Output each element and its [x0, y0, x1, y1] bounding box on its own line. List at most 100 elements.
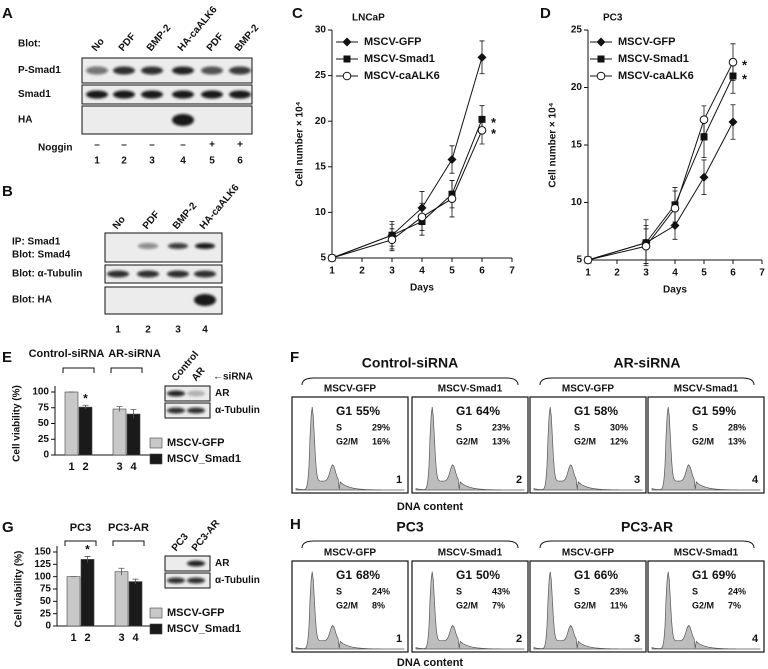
- s-label: S: [574, 586, 580, 596]
- bar: [112, 408, 127, 456]
- blot-band: [229, 66, 251, 75]
- panel-label: C: [292, 5, 303, 22]
- sample-label: MSCV-GFP: [324, 548, 377, 559]
- legend-label: MSCV-GFP: [618, 36, 675, 48]
- y-tick-label: 25: [315, 70, 327, 81]
- row-label: Blot: HA: [12, 295, 52, 306]
- blot-band: [167, 270, 189, 278]
- lane-number: 1: [94, 156, 100, 167]
- x-axis-label: Days: [410, 283, 434, 294]
- x-tick-label: 2: [84, 632, 90, 644]
- bar: [66, 576, 81, 627]
- x-axis-label: Days: [663, 285, 687, 296]
- legend-swatch: [149, 623, 163, 635]
- data-point: [387, 235, 397, 245]
- sample-label: MSCV-GFP: [324, 384, 377, 395]
- plot-number: 4: [752, 474, 759, 486]
- x-axis-label: DNA content: [397, 657, 464, 669]
- s-value: 43%: [492, 586, 510, 596]
- row-label: AR: [215, 558, 230, 569]
- s-label: S: [336, 422, 342, 432]
- x-tick-label: 1: [585, 268, 591, 279]
- legend-label: MSCV_Smad1: [167, 453, 241, 465]
- treatment-sign: –: [180, 140, 186, 151]
- blot-band: [194, 270, 216, 278]
- legend-label: MSCV-GFP: [167, 437, 224, 449]
- lane-note: ←siRNA: [213, 372, 253, 383]
- panel-label: F: [290, 349, 299, 366]
- histogram: [533, 407, 643, 491]
- g1-value: 68%: [356, 568, 380, 582]
- s-value: 28%: [728, 422, 746, 432]
- group-label: AR-siRNA: [614, 355, 681, 371]
- g1-value: 58%: [594, 404, 618, 418]
- lane-label: BMP-2: [233, 22, 262, 53]
- y-tick-label: 10: [571, 197, 583, 208]
- y-tick-label: 50: [38, 418, 50, 429]
- y-tick-label: 25: [40, 608, 52, 619]
- error-bar: [84, 556, 91, 563]
- data-point: [641, 241, 651, 251]
- lane-label: PDF: [117, 31, 138, 53]
- y-tick-label: 20: [315, 116, 327, 127]
- legend-marker: [342, 37, 352, 47]
- legend-swatch: [149, 453, 163, 465]
- sample-label: MSCV-Smad1: [674, 384, 739, 395]
- lane-label: BMP-2: [171, 200, 200, 231]
- g2m-label: G2/M: [336, 436, 358, 446]
- series-line: [331, 130, 483, 259]
- series-line: [587, 61, 734, 261]
- treatment-sign: –: [94, 140, 100, 151]
- y-tick-label: 100: [32, 387, 49, 398]
- treatment-sign: –: [149, 140, 155, 151]
- x-tick-label: 6: [479, 266, 485, 277]
- bar: [80, 559, 95, 627]
- group-brace: [301, 540, 519, 549]
- blot-band: [138, 243, 158, 249]
- group-label: PC3-AR: [621, 519, 673, 535]
- lane-number: 6: [237, 156, 243, 167]
- legend-label: MSCV-caALK6: [618, 70, 694, 82]
- blot-band: [167, 577, 185, 584]
- chart-title: PC3: [603, 13, 623, 24]
- data-point: [327, 253, 337, 263]
- lane-label: PC3: [170, 531, 191, 553]
- group-label: PC3: [70, 522, 91, 534]
- g1-value: 66%: [594, 568, 618, 582]
- data-point: [477, 52, 487, 62]
- g2m-label: G2/M: [336, 600, 358, 610]
- sample-label: MSCV-GFP: [562, 384, 615, 395]
- s-label: S: [692, 422, 698, 432]
- g1-label: G1: [336, 404, 352, 418]
- bar: [78, 406, 93, 456]
- panel-label: E: [2, 349, 12, 366]
- plot-number: 4: [752, 633, 759, 645]
- y-tick-label: 0: [45, 621, 51, 632]
- lane-label: PDF: [205, 31, 226, 53]
- blot-band: [172, 66, 194, 75]
- lane-label: No: [111, 214, 128, 231]
- row-label: Smad1: [18, 89, 51, 100]
- g2m-label: G2/M: [456, 600, 478, 610]
- histogram: [533, 571, 643, 650]
- treatment-sign: +: [209, 140, 215, 151]
- histogram: [415, 407, 525, 491]
- y-tick-label: 125: [34, 559, 51, 570]
- data-point: [700, 133, 708, 141]
- blot-band: [187, 577, 205, 584]
- y-tick-label: 75: [40, 584, 52, 595]
- data-point: [699, 172, 709, 182]
- blot-band: [195, 243, 215, 249]
- y-tick-label: 15: [315, 161, 327, 172]
- data-point: [728, 57, 738, 67]
- x-tick-label: 2: [614, 268, 620, 279]
- error-bar: [132, 578, 139, 585]
- blot-band: [201, 66, 223, 75]
- annotation: *: [491, 126, 497, 141]
- group-label: Control-siRNA: [362, 355, 458, 371]
- x-axis-label: DNA content: [397, 501, 464, 513]
- plot-number: 3: [634, 474, 640, 486]
- blot-band: [86, 90, 108, 99]
- y-axis-label: Cell viability (%): [12, 385, 23, 462]
